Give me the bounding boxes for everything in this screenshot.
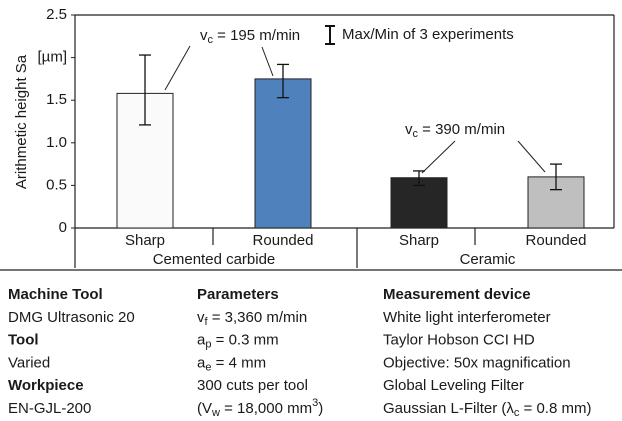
annotation-leader — [164, 45, 191, 91]
legend-label: Max/Min of 3 experiments — [342, 26, 514, 43]
text-part: v — [405, 121, 413, 138]
spec-line: DMG Ultrasonic 20 — [8, 309, 135, 326]
annotation-leader — [517, 140, 546, 173]
spec-heading: Parameters — [197, 286, 279, 303]
text-part: w — [211, 407, 220, 419]
text-part: = 18,000 mm — [220, 400, 312, 417]
x-tick-label: Sharp — [399, 232, 439, 249]
y-tick-label: [µm] — [38, 49, 67, 66]
text-part: c — [413, 128, 419, 140]
group-label: Cemented carbide — [153, 251, 276, 268]
bar — [254, 78, 312, 229]
x-tick-label: Sharp — [125, 232, 165, 249]
y-tick-label: 1.0 — [46, 134, 67, 151]
text-part: a — [197, 332, 206, 349]
text-part: a — [197, 354, 206, 371]
y-axis-label: Arithmetic height Sa — [13, 54, 30, 189]
legend-icon — [325, 25, 335, 45]
text-part: = 390 m/min — [418, 121, 505, 138]
text-part: = 3,360 m/min — [208, 309, 308, 326]
annotation: vc = 195 m/min — [200, 27, 300, 46]
y-tick-label: 2.5 — [46, 6, 67, 23]
spec-line: Gaussian L-Filter (λc = 0.8 mm) — [383, 400, 591, 419]
spec-line: Objective: 50x magnification — [383, 354, 571, 371]
text-part: v — [200, 27, 208, 44]
y-tick-label: 0.5 — [46, 176, 67, 193]
text-part: = 0.8 mm) — [519, 400, 591, 417]
spec-heading: Tool — [8, 332, 39, 349]
text-part: c — [514, 407, 520, 419]
bar — [390, 177, 448, 229]
spec-heading: Measurement device — [383, 286, 531, 303]
y-tick-label: 0 — [59, 219, 67, 236]
text-part: p — [205, 339, 211, 351]
text-part: v — [197, 309, 205, 326]
spec-line: Varied — [8, 354, 50, 371]
x-tick-label: Rounded — [526, 232, 587, 249]
spec-heading: Workpiece — [8, 377, 84, 394]
spec-line: ae = 4 mm — [197, 354, 266, 373]
spec-line: Taylor Hobson CCI HD — [383, 332, 535, 349]
group-label: Ceramic — [460, 251, 516, 268]
bar — [527, 176, 585, 229]
text-part: f — [205, 316, 209, 328]
spec-line: Global Leveling Filter — [383, 377, 524, 394]
x-tick-label: Rounded — [253, 232, 314, 249]
spec-line: (Vw = 18,000 mm3) — [197, 397, 323, 419]
text-part: = 0.3 mm — [211, 332, 278, 349]
text-part: = 4 mm — [211, 354, 266, 371]
text-part: Gaussian L-Filter (λ — [383, 400, 514, 417]
text-part: = 195 m/min — [213, 27, 300, 44]
spec-line: vf = 3,360 m/min — [197, 309, 307, 328]
text-part: (V — [197, 400, 212, 417]
text-part: c — [208, 34, 214, 46]
text-part: 3 — [312, 397, 318, 409]
text-part: ) — [318, 400, 323, 417]
spec-heading: Machine Tool — [8, 286, 103, 303]
annotation-leader — [261, 46, 274, 77]
text-part: e — [205, 361, 211, 373]
spec-line: EN-GJL-200 — [8, 400, 91, 417]
spec-line: White light interferometer — [383, 309, 551, 326]
spec-line: 300 cuts per tool — [197, 377, 308, 394]
y-tick-label: 1.5 — [46, 91, 67, 108]
annotation: vc = 390 m/min — [405, 121, 505, 140]
annotation-leader — [421, 140, 456, 174]
spec-line: ap = 0.3 mm — [197, 332, 279, 351]
